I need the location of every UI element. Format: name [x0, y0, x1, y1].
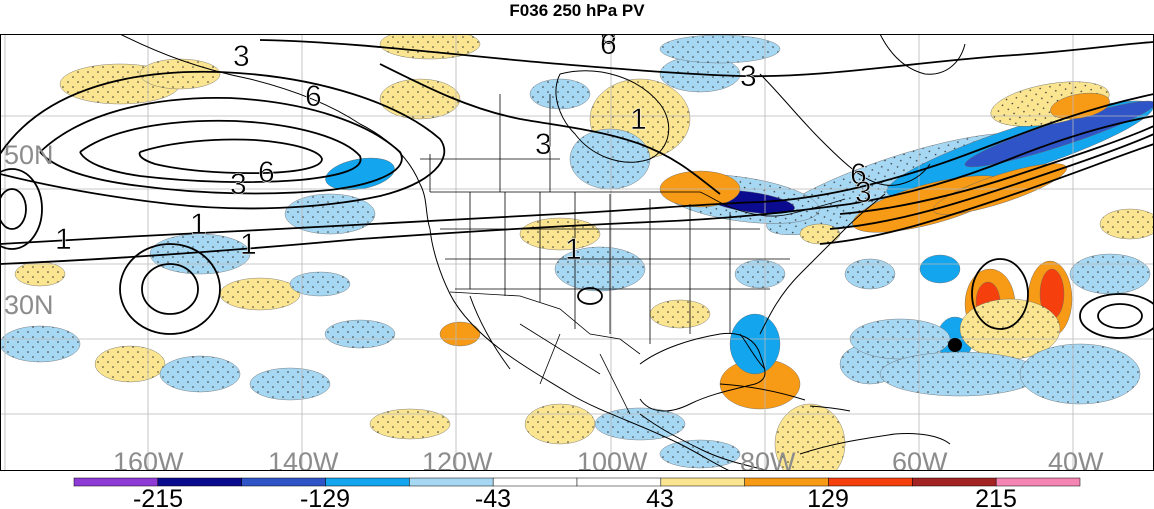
anomaly-stipple — [95, 346, 165, 382]
anomaly-stipple — [660, 35, 780, 63]
storm-center-marker — [948, 338, 962, 352]
contour-label: 3 — [740, 60, 757, 93]
colorbar-tick-label: -215 — [133, 485, 183, 509]
anomaly-stipple — [660, 440, 740, 468]
contour-label: 3 — [855, 176, 872, 209]
lon-label-60w: 60W — [892, 447, 948, 471]
colorbar: -215 -129 -43 43 129 215 — [73, 477, 1081, 509]
colorbar-box — [995, 477, 1081, 487]
contour-label: 6 — [305, 80, 322, 113]
contour-label: 1 — [55, 223, 72, 256]
lon-label-40w: 40W — [1048, 447, 1104, 471]
lon-label-160w: 160W — [113, 447, 184, 471]
anomaly-stipple — [555, 247, 645, 291]
anomaly-stipple — [525, 404, 595, 444]
anomaly-stipple — [800, 224, 840, 244]
coastlines — [119, 34, 966, 471]
contour-label: 1 — [190, 208, 207, 241]
pv-contours — [0, 39, 1154, 339]
colorbar-tick-label: -43 — [475, 485, 511, 509]
colorbar-tick-label: 129 — [807, 485, 849, 509]
pv-map: 3 6 6 6 3 3 3 6 1 1 1 1 1 6 3 50N 30N 16… — [0, 34, 1154, 471]
anomaly-stipple — [380, 79, 460, 119]
contour-label: 6 — [600, 34, 617, 51]
anomaly-stipple — [650, 300, 710, 328]
contour-label: 1 — [240, 228, 257, 261]
contour-label: 3 — [233, 40, 250, 73]
anomaly-stipple — [290, 272, 350, 296]
anomaly-stipple — [160, 356, 240, 392]
anomaly-stipple — [530, 79, 590, 109]
colorbar-labels: -215 -129 -43 43 129 215 — [133, 485, 1017, 509]
lon-label-80w: 80W — [740, 447, 796, 471]
anomaly-stipple — [220, 278, 300, 310]
anomaly-patch — [919, 254, 961, 284]
anomaly-stipple — [0, 326, 80, 362]
anomaly-stipple — [880, 352, 1040, 396]
anomaly-stipple — [735, 260, 785, 288]
contour-label: 3 — [535, 128, 552, 161]
anomaly-stipple — [15, 262, 65, 286]
anomaly-stipple — [1020, 344, 1140, 404]
colorbar-tick-label: 215 — [975, 485, 1017, 509]
lon-label-120w: 120W — [422, 447, 493, 471]
contour-label-group: 3 6 6 6 3 3 3 6 1 1 1 1 1 6 3 — [55, 34, 872, 266]
map-title: F036 250 hPa PV — [509, 1, 645, 20]
anomaly-stipple — [325, 320, 395, 348]
contour-label: 1 — [630, 103, 647, 136]
anomaly-stipple — [845, 259, 895, 289]
colorbar-boxes — [73, 477, 1081, 487]
anomaly-stipple — [775, 404, 845, 471]
anomaly-stipple — [370, 409, 450, 439]
anomaly-stipple — [1100, 209, 1154, 239]
lon-label-140w: 140W — [268, 447, 339, 471]
graticule — [0, 34, 1154, 471]
lon-label-100w: 100W — [577, 447, 648, 471]
anomaly-patch — [439, 321, 481, 347]
anomaly-stipple — [960, 299, 1060, 359]
anomaly-stipple — [520, 218, 600, 250]
contour-label: 6 — [600, 34, 617, 61]
lat-label-50n: 50N — [4, 140, 54, 170]
contour-label: 6 — [850, 158, 867, 191]
anomaly-stipple — [250, 368, 330, 400]
contour-label: 1 — [565, 233, 582, 266]
colorbar-tick-label: -129 — [300, 485, 350, 509]
axis-labels: 50N 30N 160W 140W 120W 100W 80W 60W 40W — [4, 140, 1104, 471]
colorbar-tick-label: 43 — [646, 485, 674, 509]
anomaly-stipple — [1070, 254, 1150, 294]
anomaly-stipple — [595, 408, 685, 440]
contour-label: 6 — [258, 156, 275, 189]
lat-label-30n: 30N — [4, 290, 54, 320]
anomaly-stipple — [285, 194, 375, 234]
political-borders — [420, 94, 846, 415]
anomaly-patch — [1050, 92, 1110, 120]
anomaly-stipple — [380, 34, 480, 59]
contour-label: 3 — [230, 168, 247, 201]
